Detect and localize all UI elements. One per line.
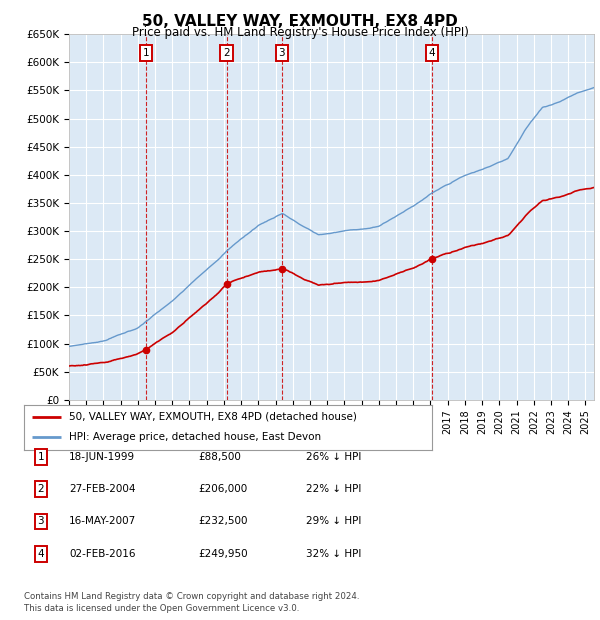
Text: 3: 3 <box>278 48 285 58</box>
Text: Price paid vs. HM Land Registry's House Price Index (HPI): Price paid vs. HM Land Registry's House … <box>131 26 469 39</box>
Text: 3: 3 <box>37 516 44 526</box>
Text: £88,500: £88,500 <box>198 452 241 462</box>
Text: £232,500: £232,500 <box>198 516 248 526</box>
Text: 1: 1 <box>142 48 149 58</box>
Text: 18-JUN-1999: 18-JUN-1999 <box>69 452 135 462</box>
Text: 22% ↓ HPI: 22% ↓ HPI <box>306 484 361 494</box>
Text: 2: 2 <box>37 484 44 494</box>
Text: 2: 2 <box>223 48 230 58</box>
Text: 16-MAY-2007: 16-MAY-2007 <box>69 516 136 526</box>
Text: 26% ↓ HPI: 26% ↓ HPI <box>306 452 361 462</box>
Text: 4: 4 <box>37 549 44 559</box>
Text: £249,950: £249,950 <box>198 549 248 559</box>
Text: 1: 1 <box>37 452 44 462</box>
Text: HPI: Average price, detached house, East Devon: HPI: Average price, detached house, East… <box>69 432 321 443</box>
Text: 50, VALLEY WAY, EXMOUTH, EX8 4PD: 50, VALLEY WAY, EXMOUTH, EX8 4PD <box>142 14 458 29</box>
Text: 50, VALLEY WAY, EXMOUTH, EX8 4PD (detached house): 50, VALLEY WAY, EXMOUTH, EX8 4PD (detach… <box>69 412 357 422</box>
Text: 32% ↓ HPI: 32% ↓ HPI <box>306 549 361 559</box>
Text: £206,000: £206,000 <box>198 484 247 494</box>
Text: Contains HM Land Registry data © Crown copyright and database right 2024.
This d: Contains HM Land Registry data © Crown c… <box>24 591 359 613</box>
Text: 29% ↓ HPI: 29% ↓ HPI <box>306 516 361 526</box>
Text: 02-FEB-2016: 02-FEB-2016 <box>69 549 136 559</box>
Text: 4: 4 <box>429 48 436 58</box>
Text: 27-FEB-2004: 27-FEB-2004 <box>69 484 136 494</box>
